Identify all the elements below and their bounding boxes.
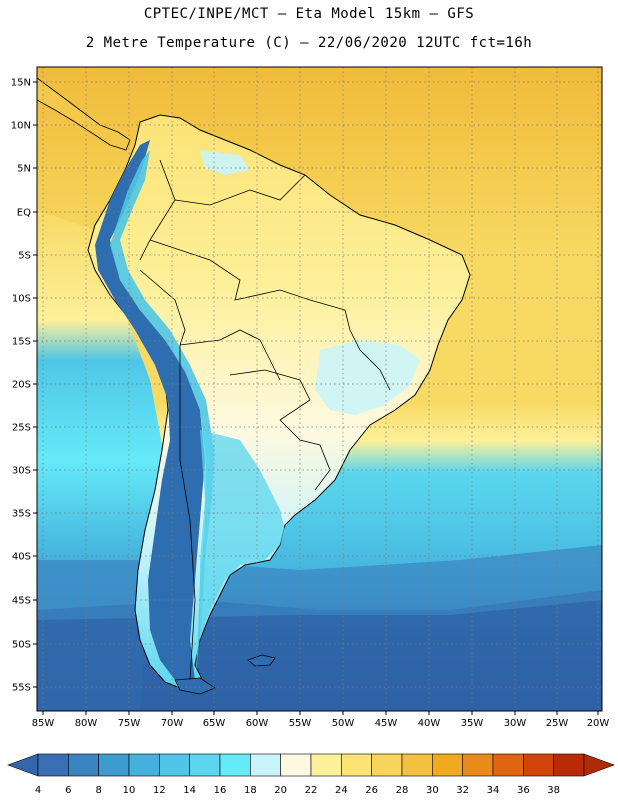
- colorbar-label: 16: [214, 785, 227, 796]
- lon-tick-label: 40W: [418, 718, 441, 729]
- lon-tick-label: 70W: [161, 718, 184, 729]
- colorbar-swatch: [250, 753, 281, 777]
- lon-tick-label: 20W: [587, 718, 610, 729]
- colorbar-label: 20: [274, 785, 287, 796]
- lon-tick-label: 80W: [75, 718, 98, 729]
- colorbar-swatch: [462, 753, 494, 777]
- colorbar-label: 34: [487, 785, 500, 796]
- colorbar-label: 18: [244, 785, 257, 796]
- colorbar-high-arrow: [583, 753, 615, 777]
- colorbar-label: 12: [153, 785, 166, 796]
- colorbar-label: 30: [426, 785, 439, 796]
- colorbar-swatch: [189, 753, 221, 777]
- colorbar-swatch: [401, 753, 433, 777]
- falkland-islands: [247, 654, 276, 667]
- colorbar-swatch: [432, 753, 463, 777]
- colorbar-swatch: [128, 753, 160, 777]
- lat-tick-label: EQ: [17, 208, 31, 219]
- map-area: [37, 67, 602, 711]
- gridlines: [37, 67, 602, 711]
- tierra-del-fuego: [174, 677, 216, 695]
- lat-tick-label: 25S: [12, 423, 31, 434]
- lon-tick-label: 50W: [332, 718, 355, 729]
- colorbar-label: 24: [335, 785, 348, 796]
- colorbar-label: 28: [396, 785, 409, 796]
- colorbar-label: 4: [35, 785, 41, 796]
- colorbar-swatch: [159, 753, 190, 777]
- colorbar-swatch: [37, 753, 69, 777]
- lon-tick-label: 45W: [375, 718, 398, 729]
- colorbar-swatch: [553, 753, 585, 777]
- brazil-highlands: [315, 340, 420, 415]
- colorbar-swatch: [492, 753, 524, 777]
- lat-tick-label: 5N: [17, 164, 31, 175]
- lat-tick-label: 45S: [12, 596, 31, 607]
- header-line-2: 2 Metre Temperature (C) – 22/06/2020 12U…: [85, 35, 533, 51]
- colorbar-swatch: [68, 753, 99, 777]
- lat-tick-label: 10N: [11, 121, 31, 132]
- colorbar: 4 6 8 10 12 14 16 18 20 22 24 26 28 30 32 34 36 38: [7, 753, 615, 796]
- lat-tick-label: 30S: [12, 466, 31, 477]
- central-america: [37, 77, 131, 151]
- header-line-1: CPTEC/INPE/MCT – Eta Model 15km – GFS: [143, 6, 475, 22]
- lon-tick-label: 60W: [246, 718, 269, 729]
- lat-tick-label: 20S: [12, 380, 31, 391]
- colorbar-label: 26: [365, 785, 378, 796]
- lon-tick-label: 55W: [289, 718, 312, 729]
- lon-tick-label: 75W: [118, 718, 141, 729]
- andes-mountains: [95, 140, 205, 680]
- colorbar-swatch: [341, 753, 372, 777]
- map-frame: [36, 66, 603, 712]
- lon-tick-label: 25W: [546, 718, 569, 729]
- colorbar-label: 6: [65, 785, 71, 796]
- colorbar-swatch: [310, 753, 342, 777]
- colorbar-swatch: [98, 753, 130, 777]
- colorbar-swatch: [280, 753, 312, 777]
- latitude-ticks: 15N 10N 5N EQ 5S 10S 15S 20S 25S 30S 35S 40S 45S 50S 5…: [11, 78, 37, 694]
- patagonia: [200, 430, 285, 640]
- colorbar-swatch: [219, 753, 251, 777]
- longitude-ticks: 85W 80W 75W 70W 65W 60W 55W 50W 45W 40W 35W 30W 25W 2…: [32, 711, 610, 729]
- lat-tick-label: 55S: [12, 683, 31, 694]
- colorbar-swatch: [523, 753, 554, 777]
- lat-tick-label: 10S: [12, 294, 31, 305]
- guiana-highlands: [200, 150, 250, 175]
- lon-tick-label: 30W: [504, 718, 527, 729]
- lat-tick-label: 5S: [18, 251, 31, 262]
- lat-tick-label: 40S: [12, 552, 31, 563]
- colorbar-label: 32: [456, 785, 469, 796]
- colorbar-label: 22: [305, 785, 318, 796]
- lat-tick-label: 35S: [12, 509, 31, 520]
- colorbar-label: 10: [123, 785, 136, 796]
- lat-tick-label: 50S: [12, 640, 31, 651]
- lon-tick-label: 85W: [32, 718, 55, 729]
- colorbar-label: 14: [183, 785, 196, 796]
- lat-tick-label: 15N: [11, 78, 31, 89]
- lon-tick-label: 65W: [203, 718, 226, 729]
- lon-tick-label: 35W: [461, 718, 484, 729]
- colorbar-low-arrow: [7, 753, 39, 777]
- lat-tick-label: 15S: [12, 337, 31, 348]
- colorbar-label: 8: [95, 785, 101, 796]
- colorbar-swatch: [371, 753, 403, 777]
- colorbar-label: 38: [547, 785, 560, 796]
- colorbar-label: 36: [517, 785, 530, 796]
